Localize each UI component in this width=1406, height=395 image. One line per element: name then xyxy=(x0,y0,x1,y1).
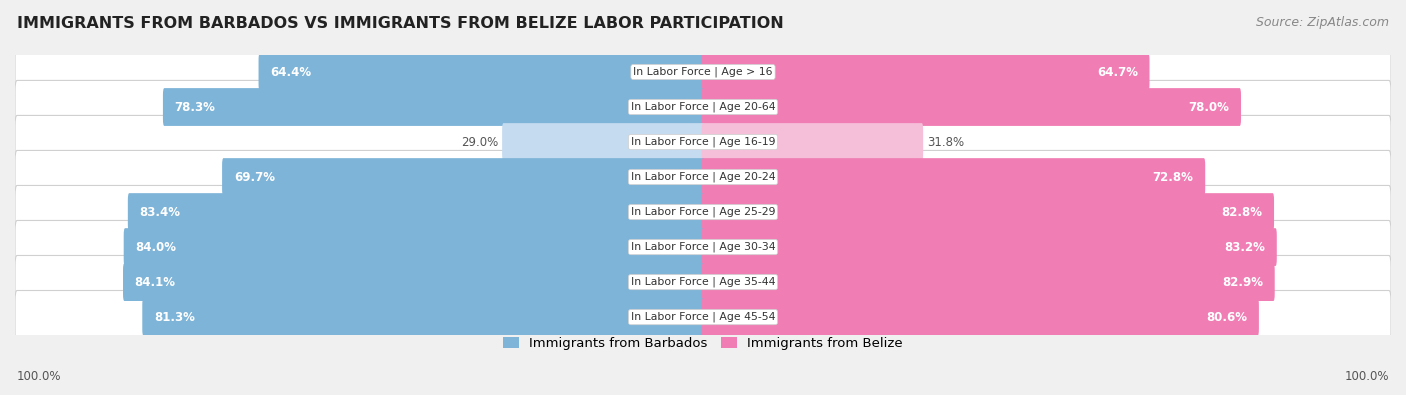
FancyBboxPatch shape xyxy=(702,298,1258,336)
Text: 80.6%: 80.6% xyxy=(1206,310,1247,324)
FancyBboxPatch shape xyxy=(15,150,1391,204)
Text: In Labor Force | Age 45-54: In Labor Force | Age 45-54 xyxy=(631,312,775,322)
Text: 81.3%: 81.3% xyxy=(155,310,195,324)
Text: 82.9%: 82.9% xyxy=(1222,276,1263,289)
Text: In Labor Force | Age 30-34: In Labor Force | Age 30-34 xyxy=(631,242,775,252)
FancyBboxPatch shape xyxy=(15,220,1391,274)
Text: In Labor Force | Age > 16: In Labor Force | Age > 16 xyxy=(633,67,773,77)
Text: 78.3%: 78.3% xyxy=(174,100,215,113)
FancyBboxPatch shape xyxy=(702,228,1277,266)
Text: 84.1%: 84.1% xyxy=(135,276,176,289)
FancyBboxPatch shape xyxy=(128,193,704,231)
FancyBboxPatch shape xyxy=(15,115,1391,169)
Text: In Labor Force | Age 20-24: In Labor Force | Age 20-24 xyxy=(631,172,775,182)
Text: In Labor Force | Age 35-44: In Labor Force | Age 35-44 xyxy=(631,277,775,287)
Text: 100.0%: 100.0% xyxy=(17,370,62,383)
Legend: Immigrants from Barbados, Immigrants from Belize: Immigrants from Barbados, Immigrants fro… xyxy=(503,337,903,350)
Text: 64.4%: 64.4% xyxy=(270,66,311,79)
FancyBboxPatch shape xyxy=(702,158,1205,196)
FancyBboxPatch shape xyxy=(702,193,1274,231)
Text: 83.4%: 83.4% xyxy=(139,205,180,218)
FancyBboxPatch shape xyxy=(502,123,704,161)
FancyBboxPatch shape xyxy=(702,263,1275,301)
Text: 31.8%: 31.8% xyxy=(928,135,965,149)
FancyBboxPatch shape xyxy=(15,256,1391,309)
Text: 100.0%: 100.0% xyxy=(1344,370,1389,383)
Text: In Labor Force | Age 16-19: In Labor Force | Age 16-19 xyxy=(631,137,775,147)
Text: In Labor Force | Age 25-29: In Labor Force | Age 25-29 xyxy=(631,207,775,217)
FancyBboxPatch shape xyxy=(259,53,704,91)
FancyBboxPatch shape xyxy=(702,88,1241,126)
FancyBboxPatch shape xyxy=(702,53,1150,91)
Text: Source: ZipAtlas.com: Source: ZipAtlas.com xyxy=(1256,16,1389,29)
FancyBboxPatch shape xyxy=(15,81,1391,134)
FancyBboxPatch shape xyxy=(15,290,1391,344)
FancyBboxPatch shape xyxy=(124,228,704,266)
FancyBboxPatch shape xyxy=(222,158,704,196)
FancyBboxPatch shape xyxy=(142,298,704,336)
Text: 72.8%: 72.8% xyxy=(1153,171,1194,184)
FancyBboxPatch shape xyxy=(163,88,704,126)
FancyBboxPatch shape xyxy=(122,263,704,301)
FancyBboxPatch shape xyxy=(15,45,1391,99)
Text: 78.0%: 78.0% xyxy=(1188,100,1229,113)
Text: In Labor Force | Age 20-64: In Labor Force | Age 20-64 xyxy=(631,102,775,112)
Text: 64.7%: 64.7% xyxy=(1097,66,1137,79)
Text: 83.2%: 83.2% xyxy=(1225,241,1265,254)
FancyBboxPatch shape xyxy=(15,186,1391,239)
FancyBboxPatch shape xyxy=(702,123,924,161)
Text: 84.0%: 84.0% xyxy=(135,241,176,254)
Text: IMMIGRANTS FROM BARBADOS VS IMMIGRANTS FROM BELIZE LABOR PARTICIPATION: IMMIGRANTS FROM BARBADOS VS IMMIGRANTS F… xyxy=(17,16,783,31)
Text: 82.8%: 82.8% xyxy=(1222,205,1263,218)
Text: 29.0%: 29.0% xyxy=(461,135,498,149)
Text: 69.7%: 69.7% xyxy=(233,171,274,184)
